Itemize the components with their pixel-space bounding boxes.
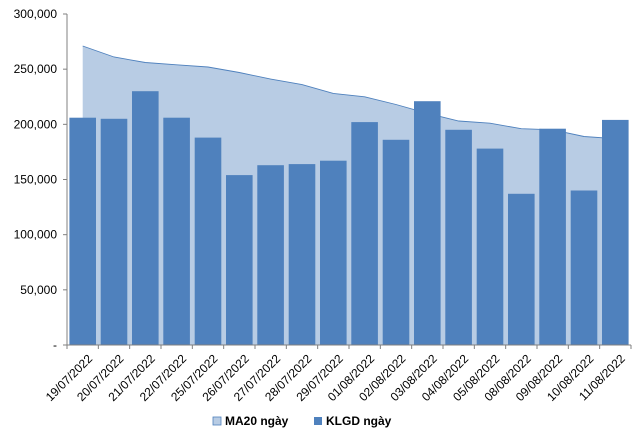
legend-label-ma20: MA20 ngày [225, 414, 289, 428]
legend-swatch-klgd [314, 417, 322, 425]
y-tick-labels: - 50,000 100,000 150,000 200,000 250,000 300,0… [14, 7, 58, 352]
bar-klgd [602, 119, 629, 346]
bar-klgd [351, 122, 378, 345]
bar-klgd [69, 117, 96, 345]
bar-klgd [257, 165, 284, 345]
y-tick-label: 150,000 [14, 173, 58, 187]
bar-klgd [163, 117, 190, 345]
klgd-bar-layer [69, 91, 629, 346]
bar-klgd [194, 137, 222, 345]
bar-klgd [288, 164, 316, 345]
bar-klgd [539, 128, 566, 345]
axis-layer [63, 13, 632, 349]
ma20-area [82, 46, 616, 345]
bar-klgd [382, 139, 410, 345]
y-tick-label: 250,000 [14, 62, 58, 76]
y-tick-label: 50,000 [20, 283, 57, 297]
bar-klgd [445, 129, 472, 345]
ma20-line [82, 45, 616, 140]
legend-label-klgd: KLGD ngày [326, 414, 392, 428]
bar-klgd [100, 118, 128, 345]
legend-swatch-ma20 [212, 416, 222, 426]
bar-klgd [476, 148, 504, 345]
y-tick-label: - [53, 338, 57, 352]
bar-klgd [132, 91, 159, 345]
bar-klgd [570, 190, 598, 345]
bar-klgd [508, 193, 535, 345]
bar-klgd [320, 160, 347, 345]
bar-klgd [226, 175, 253, 345]
legend: MA20 ngày KLGD ngày [212, 414, 392, 428]
y-tick-label: 300,000 [14, 7, 58, 21]
ma20-area-layer [82, 45, 616, 345]
y-tick-label: 200,000 [14, 117, 58, 131]
y-tick-label: 100,000 [14, 228, 58, 242]
bar-klgd [414, 101, 441, 345]
x-tick-labels: 19/07/202220/07/202221/07/202222/07/2022… [43, 351, 628, 404]
